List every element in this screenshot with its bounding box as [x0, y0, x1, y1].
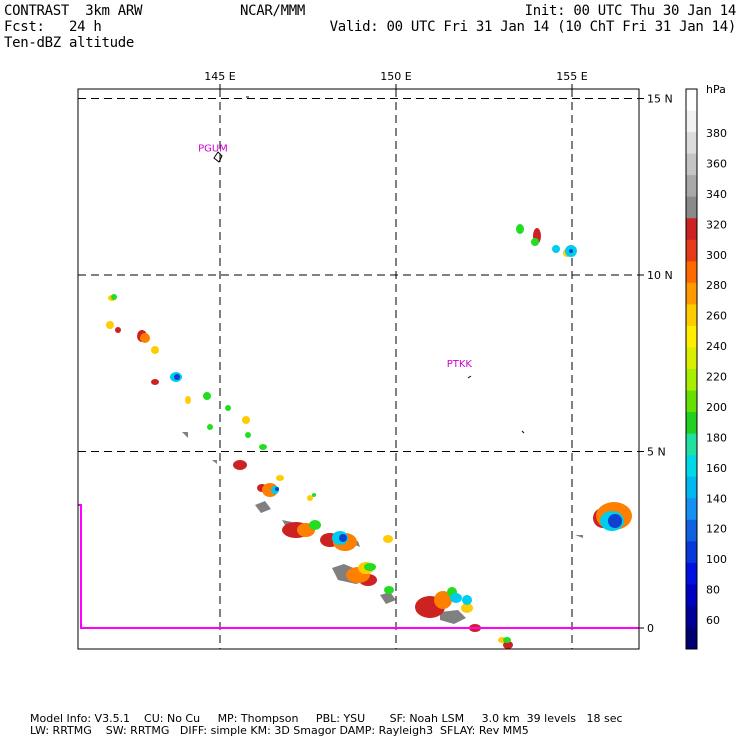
colorbar-swatch [686, 541, 697, 564]
colorbar-level: 220 [706, 371, 727, 384]
colorbar-swatch [686, 153, 697, 176]
radar-echo-field [106, 96, 632, 649]
colorbar-level: 340 [706, 188, 727, 201]
axis-tick-labels: 145 E 150 E 155 E 15 N 10 N 5 N 0 [204, 70, 672, 635]
colorbar-swatch [686, 325, 697, 348]
colorbar-level: 80 [706, 584, 720, 597]
lon-label: 145 E [204, 70, 235, 83]
lon-label: 150 E [380, 70, 411, 83]
colorbar-level: 120 [706, 523, 727, 536]
colorbar-swatch [686, 584, 697, 607]
colorbar-level: 100 [706, 553, 727, 566]
colorbar-level: 300 [706, 249, 727, 262]
lat-lon-grid [78, 89, 639, 649]
lat-label: 0 [647, 622, 654, 635]
boundary-path [78, 504, 639, 629]
lat-label: 5 N [647, 446, 666, 459]
colorbar-level: 200 [706, 401, 727, 414]
colorbar-swatch [686, 218, 697, 241]
colorbar-swatch [686, 175, 697, 198]
header-center: NCAR/MMM [240, 3, 306, 19]
colorbar-swatch [686, 282, 697, 305]
station-label: PGUM [198, 143, 228, 154]
station-label: PTKK [447, 359, 473, 370]
colorbar-swatch [686, 476, 697, 499]
colorbar-frame [685, 88, 698, 650]
footer-physics-info: LW: RRTMG SW: RRTMG DIFF: simple KM: 3D … [30, 724, 529, 737]
colorbar-swatch [686, 369, 697, 392]
lat-label: 10 N [647, 269, 673, 282]
station-markers: PGUM PTKK [198, 143, 472, 369]
header-left-2: Fcst: 24 h [4, 19, 102, 35]
colorbar-swatch [686, 347, 697, 370]
lon-label: 155 E [556, 70, 587, 83]
colorbar-swatch [686, 455, 697, 478]
colorbar-swatch [686, 239, 697, 262]
colorbar-swatch [686, 562, 697, 585]
colorbar-level: 140 [706, 492, 727, 505]
header-left-1: CONTRAST 3km ARW [4, 3, 143, 19]
colorbar-swatch [686, 261, 697, 284]
colorbar-swatch [686, 89, 697, 112]
colorbar-swatch [686, 390, 697, 413]
colorbar-swatch [686, 627, 697, 650]
colorbar-swatch [686, 304, 697, 327]
colorbar-level: 380 [706, 127, 727, 140]
footer-model-info: Model Info: V3.5.1 CU: No Cu MP: Thompso… [30, 712, 623, 725]
colorbar-swatch [686, 196, 697, 219]
colorbar-unit: hPa [706, 83, 726, 96]
colorbar-level: 260 [706, 310, 727, 323]
colorbar-level: 60 [706, 614, 720, 627]
colorbar-swatch [686, 433, 697, 456]
map-frame [77, 88, 640, 650]
colorbar-level: 320 [706, 218, 727, 231]
colorbar-level: 240 [706, 340, 727, 353]
colorbar-level: 360 [706, 157, 727, 170]
colorbar-swatch [686, 132, 697, 155]
colorbar-swatch [686, 605, 697, 628]
colorbar: hPa 60 80 100 120 140 160 180 200 220 240 260 280 300… [685, 83, 727, 650]
colorbar-swatch [686, 412, 697, 435]
colorbar-level: 280 [706, 279, 727, 292]
header-valid: Valid: 00 UTC Fri 31 Jan 14 (10 ChT Fri … [329, 19, 737, 35]
domain-boundary [78, 504, 639, 629]
header-init: Init: 00 UTC Thu 30 Jan 14 [524, 3, 737, 19]
colorbar-level: 180 [706, 431, 727, 444]
colorbar-level: 160 [706, 462, 727, 475]
colorbar-swatch [686, 110, 697, 133]
lat-label: 15 N [647, 93, 673, 106]
header-left-3: Ten-dBZ altitude [4, 35, 135, 51]
colorbar-swatch [686, 498, 697, 521]
colorbar-swatch [686, 519, 697, 542]
